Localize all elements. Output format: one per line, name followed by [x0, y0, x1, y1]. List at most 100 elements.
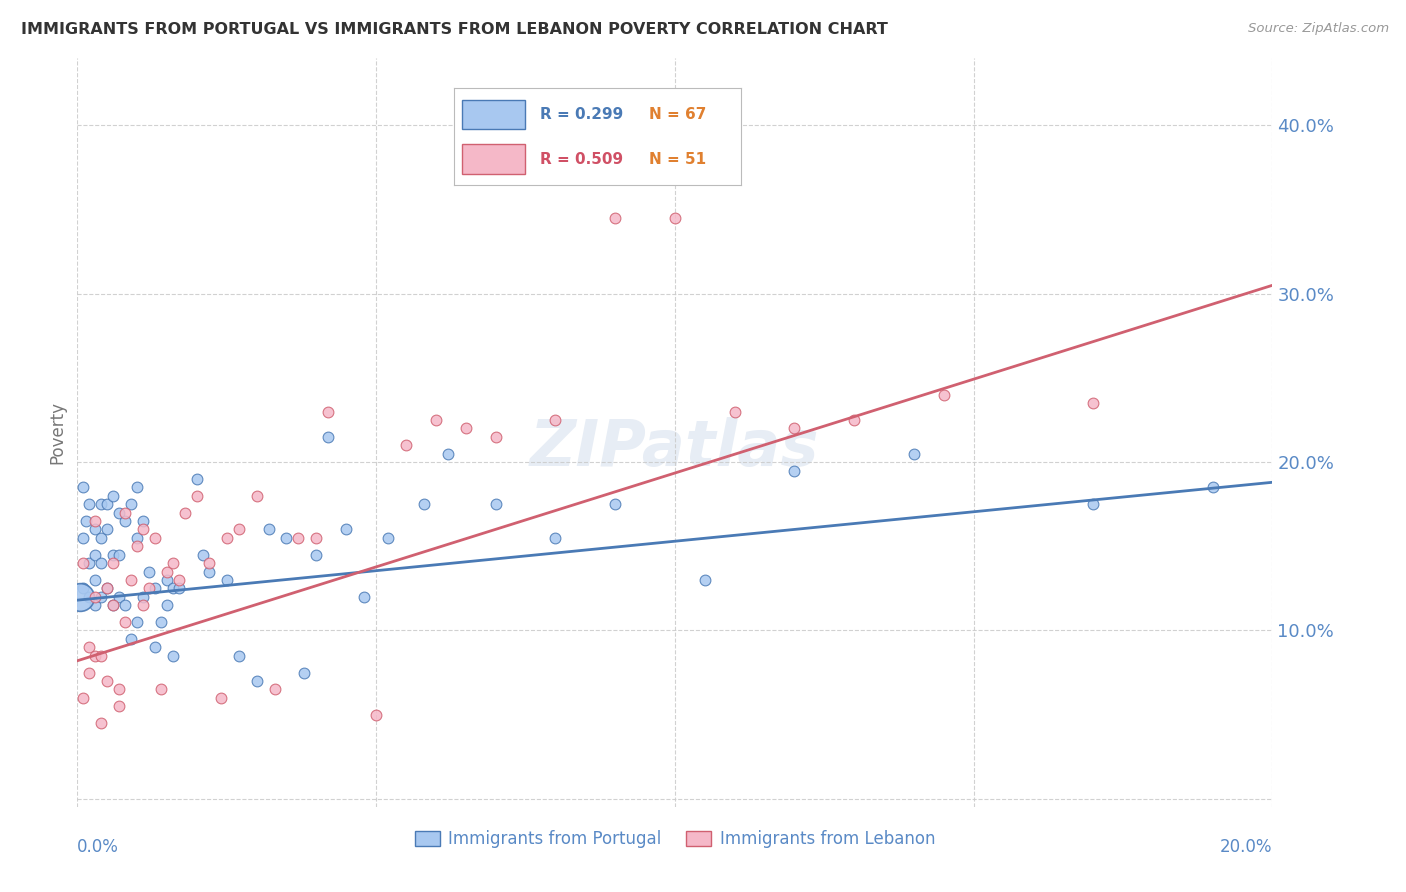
- Point: [132, 590, 155, 604]
- Point: [605, 211, 627, 225]
- Point: [844, 413, 866, 427]
- Point: [353, 590, 375, 604]
- Text: Source: ZipAtlas.com: Source: ZipAtlas.com: [1249, 22, 1389, 36]
- Point: [132, 514, 155, 528]
- Point: [156, 598, 179, 612]
- Point: [485, 497, 508, 511]
- Point: [108, 506, 131, 520]
- Point: [108, 548, 131, 562]
- Point: [120, 497, 142, 511]
- Point: [90, 497, 112, 511]
- Point: [138, 565, 160, 579]
- Point: [90, 531, 112, 545]
- Point: [79, 665, 101, 680]
- Point: [79, 497, 101, 511]
- Point: [395, 438, 418, 452]
- Point: [783, 463, 806, 477]
- Point: [90, 590, 112, 604]
- Point: [454, 421, 477, 435]
- Point: [96, 582, 118, 596]
- Point: [79, 640, 101, 655]
- Point: [84, 523, 107, 537]
- Point: [90, 648, 112, 663]
- Point: [108, 699, 131, 714]
- Point: [437, 447, 460, 461]
- Point: [143, 531, 166, 545]
- Y-axis label: Poverty: Poverty: [48, 401, 66, 464]
- Point: [425, 413, 447, 427]
- Point: [96, 497, 118, 511]
- Point: [783, 421, 806, 435]
- Point: [197, 565, 219, 579]
- Point: [127, 615, 149, 629]
- Point: [257, 523, 280, 537]
- Point: [246, 489, 269, 503]
- Point: [162, 556, 184, 570]
- Text: IMMIGRANTS FROM PORTUGAL VS IMMIGRANTS FROM LEBANON POVERTY CORRELATION CHART: IMMIGRANTS FROM PORTUGAL VS IMMIGRANTS F…: [21, 22, 889, 37]
- Point: [197, 556, 219, 570]
- Point: [276, 531, 298, 545]
- Point: [127, 539, 149, 553]
- Point: [75, 514, 97, 528]
- Point: [96, 582, 118, 596]
- Point: [150, 615, 173, 629]
- Point: [605, 497, 627, 511]
- Point: [413, 497, 436, 511]
- Point: [167, 573, 190, 587]
- Point: [156, 573, 179, 587]
- Point: [366, 707, 388, 722]
- Point: [132, 523, 155, 537]
- Point: [246, 673, 269, 688]
- Point: [162, 582, 184, 596]
- Point: [114, 615, 136, 629]
- Point: [84, 590, 107, 604]
- Point: [103, 598, 124, 612]
- Point: [72, 582, 94, 596]
- Point: [84, 598, 107, 612]
- Point: [72, 531, 94, 545]
- Point: [305, 548, 328, 562]
- Point: [228, 648, 250, 663]
- Point: [305, 531, 328, 545]
- Text: 20.0%: 20.0%: [1220, 838, 1272, 856]
- Point: [143, 582, 166, 596]
- Point: [318, 404, 340, 418]
- Point: [191, 548, 214, 562]
- Point: [108, 590, 131, 604]
- Point: [72, 556, 94, 570]
- Point: [143, 640, 166, 655]
- Point: [90, 556, 112, 570]
- Point: [114, 506, 136, 520]
- Point: [138, 582, 160, 596]
- Point: [263, 682, 285, 697]
- Point: [724, 404, 747, 418]
- Point: [664, 211, 686, 225]
- Point: [209, 690, 232, 705]
- Point: [150, 682, 173, 697]
- Point: [84, 548, 107, 562]
- Point: [96, 523, 118, 537]
- Point: [544, 531, 567, 545]
- Point: [1083, 497, 1105, 511]
- Point: [96, 673, 118, 688]
- Point: [335, 523, 357, 537]
- Point: [377, 531, 399, 545]
- Text: 0.0%: 0.0%: [77, 838, 120, 856]
- Point: [103, 489, 124, 503]
- Point: [114, 598, 136, 612]
- Point: [215, 573, 238, 587]
- Point: [127, 480, 149, 494]
- Point: [72, 480, 94, 494]
- Point: [1202, 480, 1225, 494]
- Point: [156, 565, 179, 579]
- Point: [186, 472, 208, 486]
- Point: [127, 531, 149, 545]
- Point: [485, 430, 508, 444]
- Point: [79, 590, 101, 604]
- Point: [162, 648, 184, 663]
- Point: [186, 489, 208, 503]
- Point: [103, 556, 124, 570]
- Point: [228, 523, 250, 537]
- Point: [318, 430, 340, 444]
- Point: [90, 716, 112, 731]
